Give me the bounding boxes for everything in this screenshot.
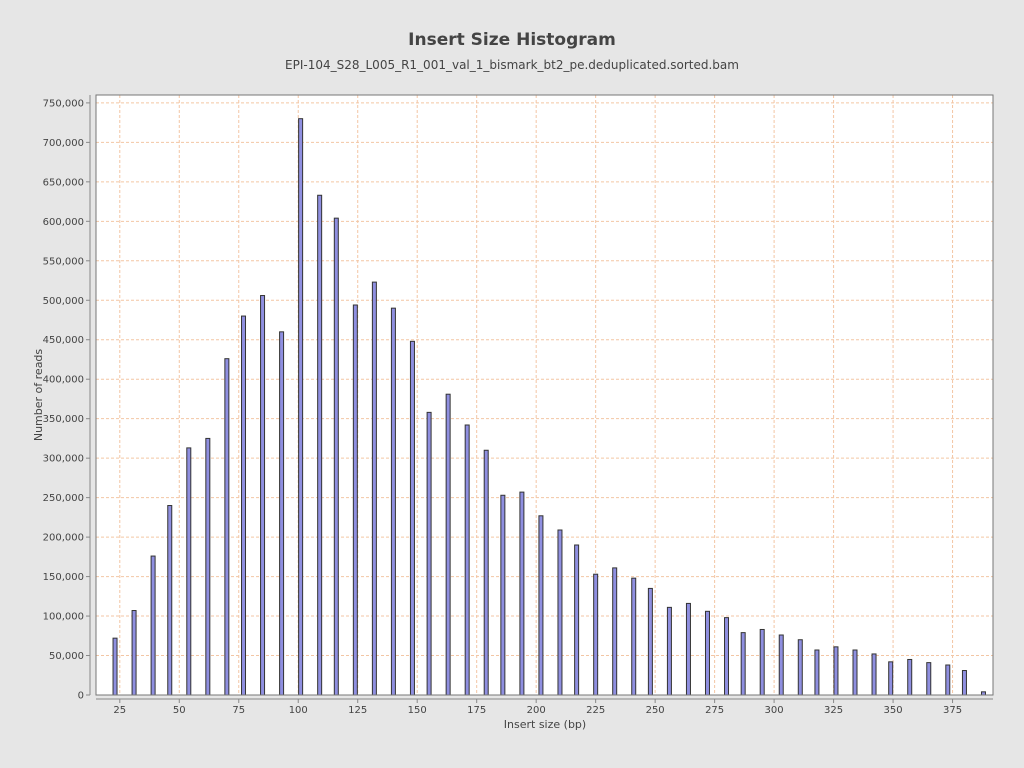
histogram-bar — [740, 632, 746, 696]
x-tick-label: 175 — [467, 705, 486, 716]
x-tick-label: 325 — [824, 705, 843, 716]
histogram-bar — [445, 393, 451, 696]
y-tick-label: 500,000 — [43, 296, 84, 307]
grid-lines — [96, 95, 993, 695]
histogram-bar — [426, 411, 432, 696]
histogram-bar — [241, 315, 247, 696]
x-tick-label: 150 — [408, 705, 427, 716]
histogram-bar — [224, 358, 230, 696]
histogram-bar — [907, 658, 913, 696]
histogram-bar — [593, 573, 599, 696]
plot-area — [96, 95, 993, 695]
histogram-bar — [352, 304, 358, 696]
histogram-bar — [260, 295, 266, 696]
y-tick-label: 700,000 — [43, 138, 84, 149]
histogram-bar — [131, 610, 137, 696]
histogram-bar — [205, 437, 211, 696]
y-axis-ticks: 0 50,000 100,000 150,000 200,000 250,000 300,0… — [43, 98, 90, 702]
histogram-bar — [409, 340, 415, 696]
chart-subtitle: EPI-104_S28_L005_R1_001_val_1_bismark_bt… — [285, 58, 739, 72]
histogram-bar — [186, 447, 192, 696]
histogram-bar — [631, 577, 637, 696]
histogram-bar — [888, 661, 894, 696]
y-tick-label: 650,000 — [43, 177, 84, 188]
histogram-bar — [759, 628, 765, 696]
y-tick-label: 150,000 — [43, 572, 84, 583]
x-tick-label: 225 — [586, 705, 605, 716]
y-tick-label: 100,000 — [43, 612, 84, 623]
y-tick-label: 450,000 — [43, 335, 84, 346]
y-tick-label: 350,000 — [43, 414, 84, 425]
histogram-bar — [557, 529, 563, 696]
y-tick-label: 200,000 — [43, 533, 84, 544]
histogram-bar — [279, 331, 285, 696]
y-tick-label: 300,000 — [43, 454, 84, 465]
x-axis-ticks: 25 50 75 100 125 150 175 200 225 250 275 300 325 350 3… — [113, 699, 962, 716]
histogram-bar — [833, 646, 839, 696]
x-tick-label: 300 — [765, 705, 784, 716]
histogram-bar — [371, 281, 377, 696]
x-tick-label: 50 — [173, 705, 186, 716]
histogram-bar — [150, 555, 156, 696]
y-tick-label: 50,000 — [49, 651, 84, 662]
y-tick-label: 0 — [78, 691, 84, 702]
histogram-bar — [647, 587, 653, 696]
chart-title: Insert Size Histogram — [408, 30, 616, 50]
plot-background — [96, 95, 993, 695]
axes — [89, 94, 994, 700]
x-tick-label: 200 — [527, 705, 546, 716]
histogram-bar — [666, 606, 672, 696]
histogram-bar — [519, 491, 525, 696]
histogram-bar — [574, 544, 580, 696]
x-tick-label: 75 — [232, 705, 245, 716]
histogram-bar — [612, 567, 618, 696]
histogram-bar — [538, 515, 544, 696]
x-tick-label: 100 — [289, 705, 308, 716]
y-tick-label: 250,000 — [43, 493, 84, 504]
x-tick-label: 350 — [884, 705, 903, 716]
histogram-bar — [483, 449, 489, 696]
histogram-bar — [797, 639, 803, 696]
histogram-bar — [500, 494, 506, 696]
histogram-bar — [317, 194, 323, 696]
histogram-bar — [390, 307, 396, 696]
histogram-bar — [945, 664, 951, 696]
x-axis-label: Insert size (bp) — [504, 718, 586, 731]
x-tick-label: 275 — [705, 705, 724, 716]
histogram-bar — [724, 617, 730, 696]
y-tick-label: 750,000 — [43, 98, 84, 109]
y-tick-label: 600,000 — [43, 217, 84, 228]
histogram-bar — [778, 634, 784, 696]
histogram-bar — [871, 653, 877, 696]
histogram-bar — [464, 424, 470, 696]
histogram-bar — [333, 217, 339, 696]
y-axis-label: Number of reads — [32, 349, 45, 442]
plot-border — [95, 94, 994, 696]
y-tick-label: 550,000 — [43, 256, 84, 267]
bars — [112, 118, 986, 696]
histogram-bar — [704, 610, 710, 696]
histogram-bar — [961, 670, 967, 696]
x-tick-label: 125 — [348, 705, 367, 716]
histogram-bar — [167, 505, 173, 696]
y-tick-label: 400,000 — [43, 375, 84, 386]
histogram-bar — [298, 118, 304, 696]
x-tick-label: 250 — [646, 705, 665, 716]
histogram-bar — [814, 649, 820, 696]
histogram-bar — [926, 662, 932, 696]
x-tick-label: 25 — [113, 705, 126, 716]
histogram-bar — [112, 637, 118, 696]
histogram-bar — [852, 649, 858, 696]
x-tick-label: 375 — [943, 705, 962, 716]
histogram-bar — [685, 602, 691, 696]
